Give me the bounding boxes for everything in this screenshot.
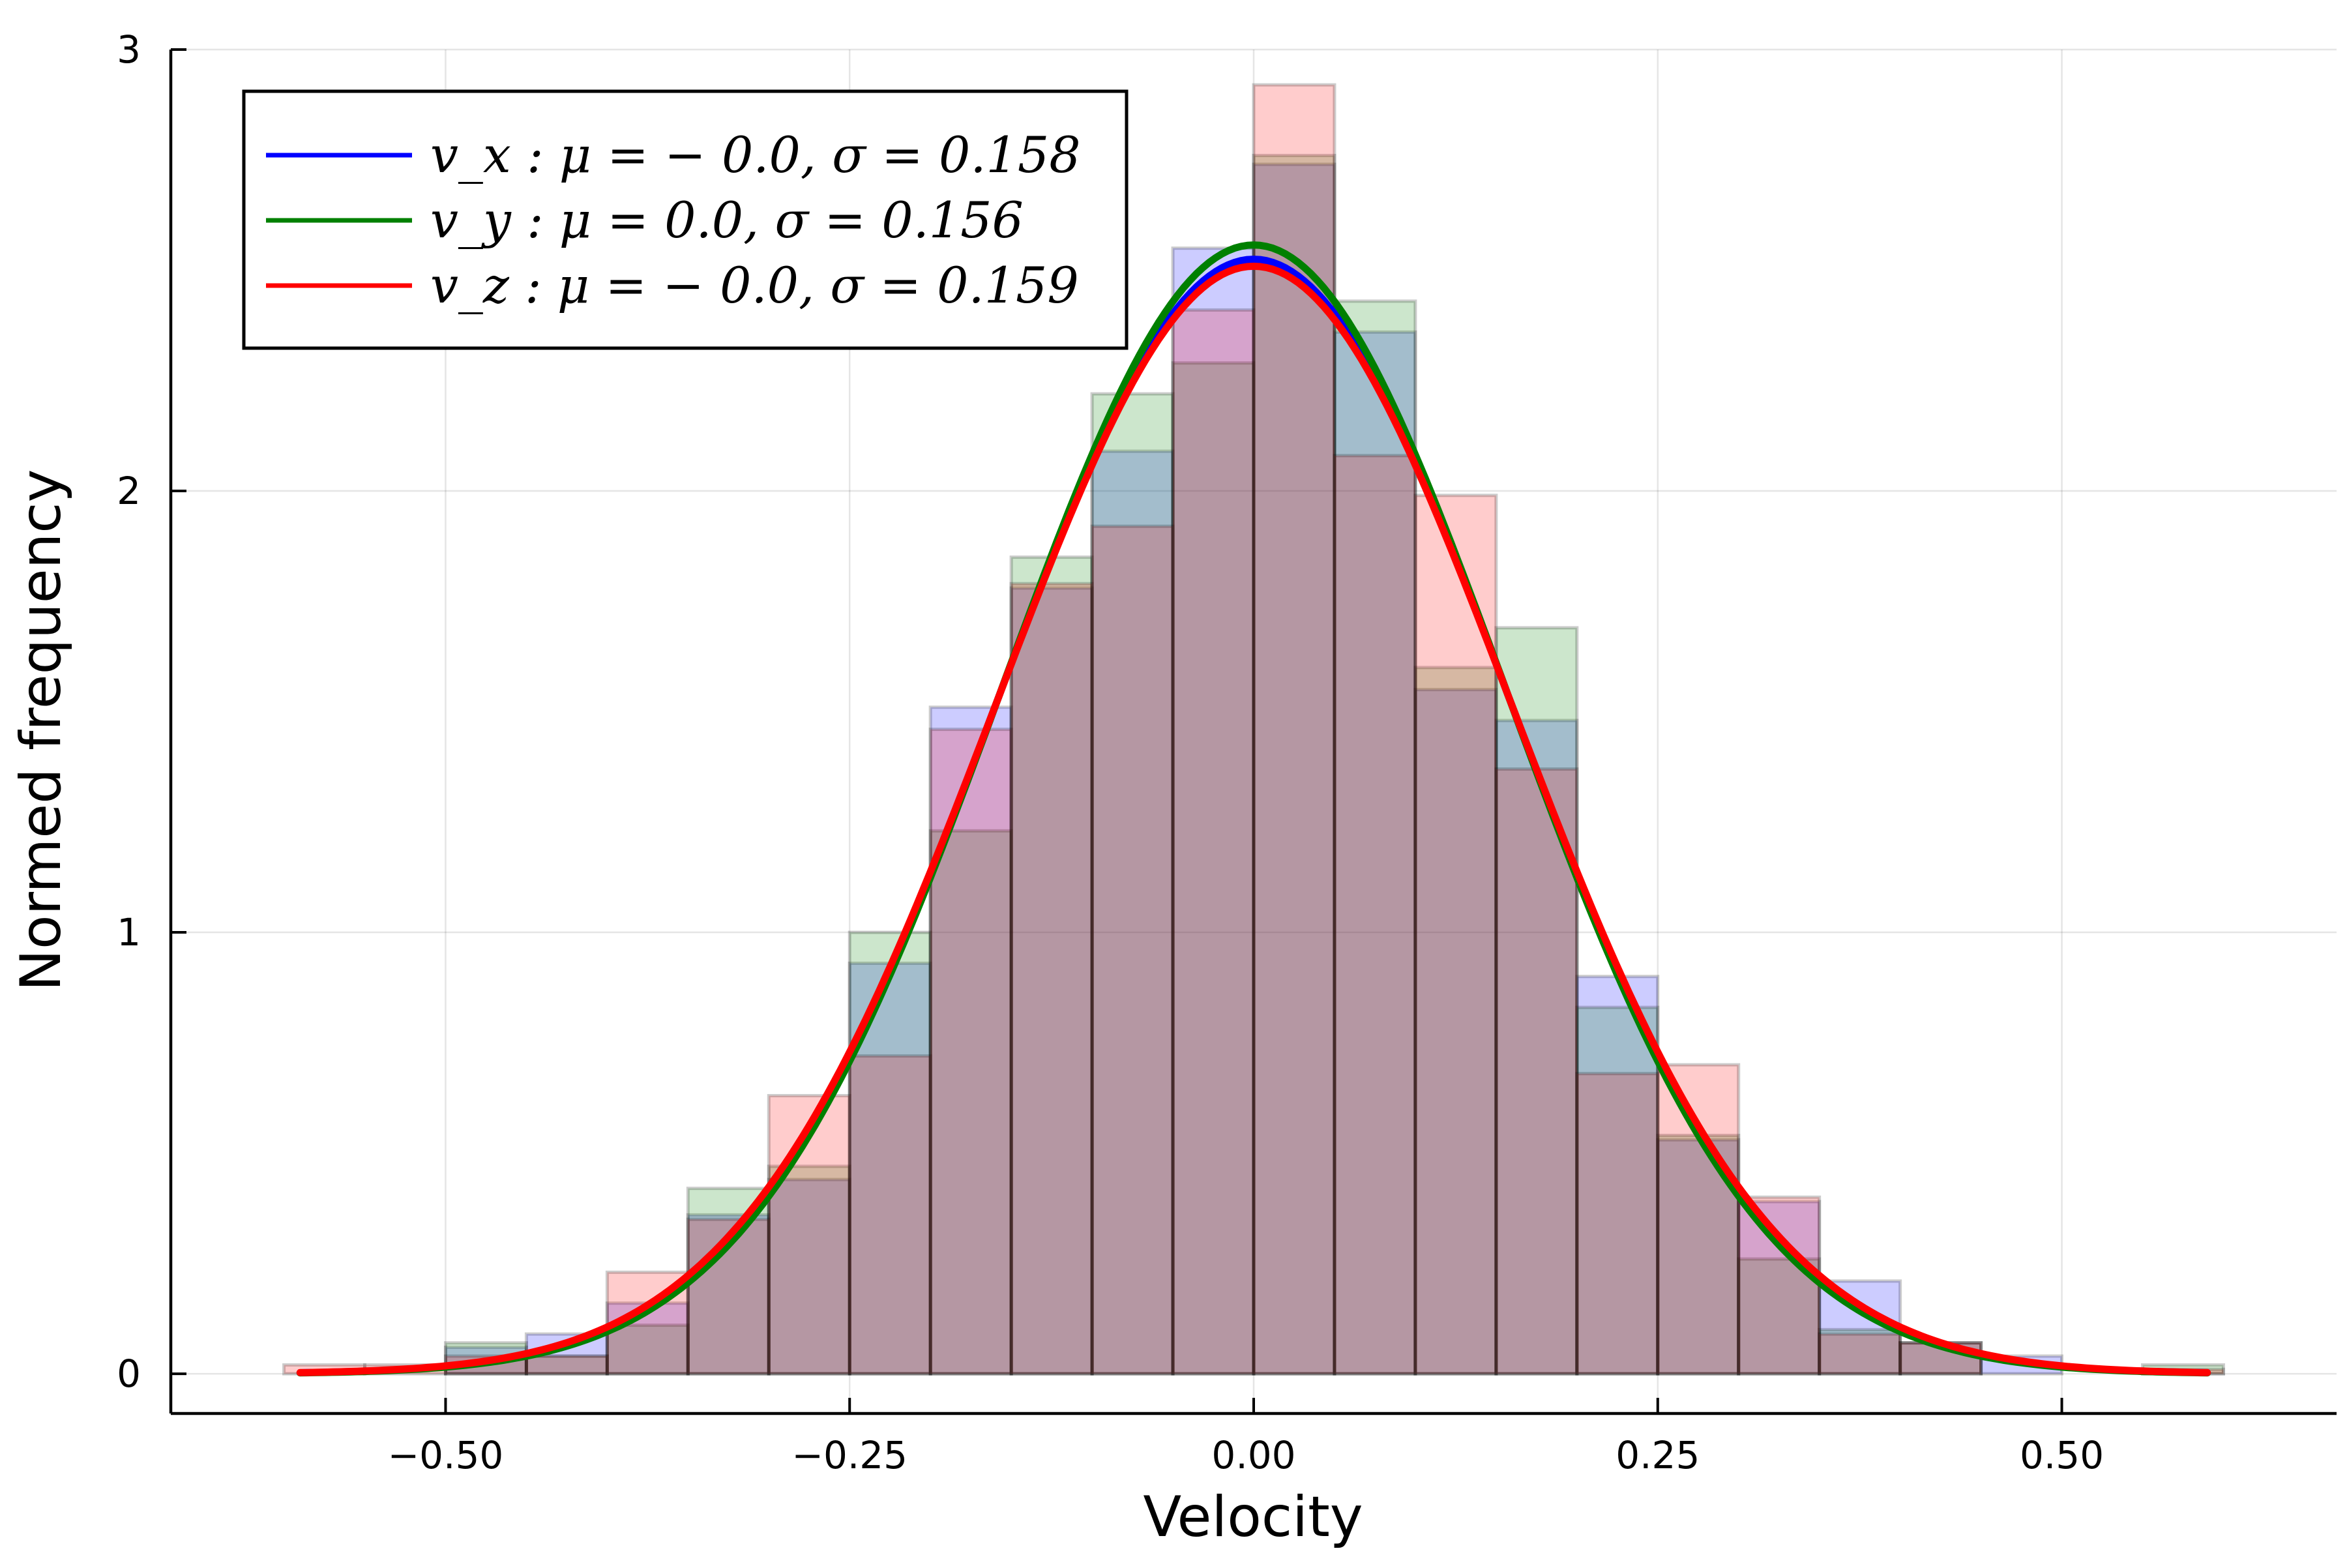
tick-labels: −0.50 −0.25 0.00 0.25 0.50 0 1 2 3 <box>117 27 2104 1477</box>
y-tick-label: 2 <box>117 469 141 513</box>
hist-bar-series-1 <box>1575 975 1660 1376</box>
hist-bar-series-1 <box>1009 586 1094 1376</box>
hist-bar-series-2 <box>1575 1005 1660 1376</box>
hist-bar-series-2 <box>1494 626 1579 1376</box>
hist-bar-series-1 <box>1252 162 1336 1376</box>
y-tick-label: 3 <box>117 27 141 72</box>
y-tick-label: 0 <box>117 1352 141 1396</box>
hist-bar-series-2 <box>1090 392 1175 1376</box>
fitted-curves <box>296 241 2211 1377</box>
hist-bar-series-3 <box>1333 454 1417 1376</box>
x-tick-label: 0.00 <box>1211 1433 1295 1477</box>
x-tick-label: 0.50 <box>2020 1433 2104 1477</box>
hist-bar-series-2 <box>1818 1327 1902 1376</box>
hist-bar-series-3 <box>848 1054 932 1376</box>
hist-bar-series-3 <box>1575 1072 1660 1376</box>
hist-bar-series-3 <box>524 1354 609 1376</box>
hist-bar-series-1 <box>1737 1200 1822 1376</box>
hist-bar-series-3 <box>1818 1332 1902 1376</box>
hist-bar-series-2 <box>1737 1257 1822 1376</box>
x-axis-label: Velocity <box>1143 1485 1363 1550</box>
hist-bar-series-2 <box>1171 361 1256 1376</box>
fit-curve-series-2 <box>296 241 2211 1377</box>
hist-bar-series-2 <box>928 829 1013 1376</box>
hist-bar-series-2 <box>605 1324 690 1376</box>
hist-bar-series-2 <box>848 930 932 1376</box>
hist-bar-series-3 <box>1737 1195 1822 1376</box>
hist-bar-series-3 <box>1171 308 1256 1376</box>
hist-bar-series-2 <box>1009 555 1094 1376</box>
hist-bar-series-1 <box>928 705 1013 1376</box>
hist-bar-series-3 <box>1090 524 1175 1376</box>
axes <box>169 48 2337 1415</box>
hist-bar-series-3 <box>767 1094 851 1376</box>
hist-bar-series-3 <box>1413 494 1498 1376</box>
legend-label-series-3: v_z : μ = − 0.0, σ = 0.159 <box>430 256 1079 314</box>
legend: v_x : μ = − 0.0, σ = 0.158 v_y : μ = 0.0,… <box>242 89 1129 350</box>
y-axis-label: Normed frequency <box>8 469 74 992</box>
hist-bar-series-3 <box>1494 767 1579 1376</box>
hist-bar-series-1 <box>1494 718 1579 1376</box>
hist-bar-series-2 <box>767 1164 851 1376</box>
fit-curve-series-3 <box>296 262 2211 1376</box>
x-tick-label: −0.50 <box>388 1433 504 1477</box>
hist-bar-series-1 <box>1090 449 1175 1376</box>
histogram-bars <box>282 83 2225 1376</box>
hist-bar-series-1 <box>1413 688 1498 1376</box>
hist-bar-series-1 <box>767 1177 851 1376</box>
grid <box>171 48 2337 1413</box>
hist-bar-series-3 <box>1656 1063 1741 1376</box>
hist-bar-series-1 <box>1333 330 1417 1376</box>
legend-label-series-2: v_y : μ = 0.0, σ = 0.156 <box>430 191 1024 249</box>
hist-bar-series-3 <box>1009 582 1094 1376</box>
y-tick-label: 1 <box>117 910 141 954</box>
x-tick-label: 0.25 <box>1616 1433 1700 1477</box>
legend-label-series-1: v_x : μ = − 0.0, σ = 0.158 <box>430 126 1081 184</box>
x-tick-label: −0.25 <box>791 1433 908 1477</box>
hist-bar-series-2 <box>524 1354 609 1376</box>
hist-bar-series-2 <box>1413 666 1498 1376</box>
hist-bar-series-1 <box>1171 246 1256 1376</box>
hist-bar-series-2 <box>1333 299 1417 1376</box>
hist-bar-series-2 <box>1252 153 1336 1376</box>
hist-bar-series-3 <box>928 728 1013 1376</box>
